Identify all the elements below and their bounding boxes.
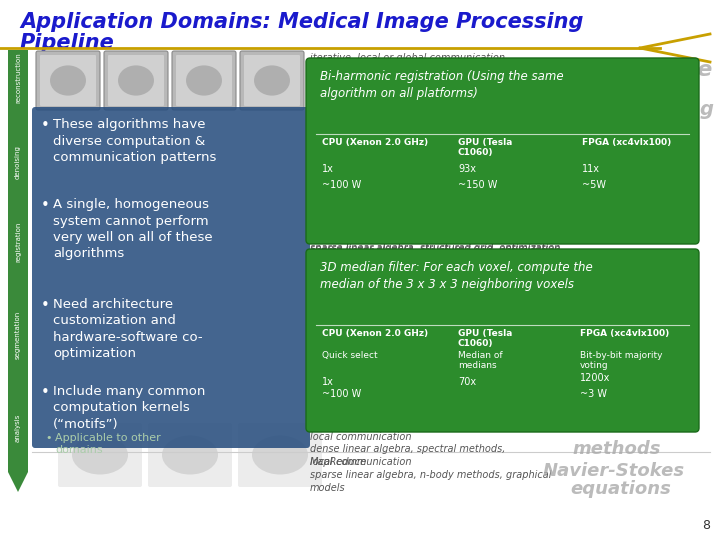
Text: denoising: denoising <box>15 145 21 179</box>
FancyBboxPatch shape <box>148 423 232 487</box>
Text: dense linear algebra, spectral methods,
MapReduce: dense linear algebra, spectral methods, … <box>310 444 505 467</box>
FancyBboxPatch shape <box>244 55 300 106</box>
FancyBboxPatch shape <box>32 107 310 448</box>
Text: Pipeline: Pipeline <box>20 33 114 53</box>
Ellipse shape <box>254 65 290 96</box>
Text: A single, homogeneous
system cannot perform
very well on all of these
algorithms: A single, homogeneous system cannot perf… <box>53 198 212 260</box>
Ellipse shape <box>118 65 154 96</box>
Text: 3D median filter: For each voxel, compute the
median of the 3 x 3 x 3 neighborin: 3D median filter: For each voxel, comput… <box>320 261 593 291</box>
Text: m: m <box>600 275 621 294</box>
Ellipse shape <box>50 65 86 96</box>
Text: These algorithms have
diverse computation &
communication patterns: These algorithms have diverse computatio… <box>53 118 217 164</box>
Text: Quick select: Quick select <box>322 351 377 360</box>
Text: 1x: 1x <box>322 377 334 387</box>
Text: segmentation: segmentation <box>15 311 21 359</box>
Text: ~100 W: ~100 W <box>322 389 361 399</box>
Ellipse shape <box>186 65 222 96</box>
Text: •: • <box>41 385 50 400</box>
Text: iterative, local or global communication: iterative, local or global communication <box>310 53 505 63</box>
Text: CPU (Xenon 2.0 GHz): CPU (Xenon 2.0 GHz) <box>322 138 428 147</box>
Text: equations: equations <box>570 480 671 498</box>
FancyBboxPatch shape <box>8 50 28 472</box>
FancyBboxPatch shape <box>176 55 232 106</box>
Text: registration: registration <box>15 222 21 262</box>
Text: Include many common
computation kernels
(“motifs”): Include many common computation kernels … <box>53 385 205 431</box>
Text: •: • <box>41 198 50 213</box>
Text: methods: methods <box>578 370 667 388</box>
Text: sparse linear algebra, structured grid, optimization: sparse linear algebra, structured grid, … <box>310 246 560 256</box>
Text: •: • <box>41 118 50 133</box>
FancyBboxPatch shape <box>306 58 699 244</box>
Text: Applicable to other
domains: Applicable to other domains <box>55 433 161 455</box>
Text: compressive: compressive <box>555 60 712 80</box>
Text: 11x: 11x <box>582 164 600 174</box>
Text: ~3 W: ~3 W <box>580 389 607 399</box>
Text: GPU (Tesla
C1060): GPU (Tesla C1060) <box>458 329 513 348</box>
Text: analysis: analysis <box>15 414 21 442</box>
Text: dense linear algebra, spectral methods,
MapReduce: dense linear algebra, spectral methods, … <box>310 367 505 390</box>
Ellipse shape <box>162 435 218 475</box>
Text: reconstruction: reconstruction <box>15 52 21 103</box>
Text: 93x: 93x <box>458 164 476 174</box>
Ellipse shape <box>252 435 308 475</box>
Text: ~5W: ~5W <box>582 180 606 190</box>
FancyBboxPatch shape <box>238 423 322 487</box>
Text: 1200x: 1200x <box>580 373 611 383</box>
Text: ~100 W: ~100 W <box>322 180 361 190</box>
Text: FPGA (xc4vlx100): FPGA (xc4vlx100) <box>580 329 670 338</box>
Text: sparse linear algebra, structured grid, optimization: sparse linear algebra, structured grid, … <box>310 244 560 254</box>
Text: sparse linear algebra, structured grid, optimization: sparse linear algebra, structured grid, … <box>310 243 560 253</box>
Text: GPU (Tesla
C1060): GPU (Tesla C1060) <box>458 138 513 157</box>
Text: 70x: 70x <box>458 377 476 387</box>
Polygon shape <box>8 472 28 492</box>
FancyBboxPatch shape <box>240 51 304 110</box>
FancyBboxPatch shape <box>108 55 164 106</box>
FancyBboxPatch shape <box>104 51 168 110</box>
Text: al: al <box>590 260 610 279</box>
FancyBboxPatch shape <box>40 55 96 106</box>
Text: FPGA (xc4vlx100): FPGA (xc4vlx100) <box>582 138 671 147</box>
Text: 8: 8 <box>702 519 710 532</box>
Text: local communication: local communication <box>310 432 412 442</box>
FancyBboxPatch shape <box>36 51 100 110</box>
Text: methods: methods <box>572 440 660 458</box>
Text: local communication: local communication <box>310 355 412 365</box>
FancyBboxPatch shape <box>58 423 142 487</box>
Text: ~150 W: ~150 W <box>458 180 498 190</box>
Text: CPU (Xenon 2.0 GHz): CPU (Xenon 2.0 GHz) <box>322 329 428 338</box>
FancyBboxPatch shape <box>172 51 236 110</box>
FancyBboxPatch shape <box>306 249 699 432</box>
Text: 1x: 1x <box>322 164 334 174</box>
Text: •: • <box>41 298 50 313</box>
Text: Application Domains: Medical Image Processing: Application Domains: Medical Image Proce… <box>20 12 583 32</box>
Text: Bi-harmonic registration (Using the same
algorithm on all platforms): Bi-harmonic registration (Using the same… <box>320 70 564 100</box>
Text: sparse linear algebra, structured grid, optimization: sparse linear algebra, structured grid, … <box>310 250 560 260</box>
Text: Median of
medians: Median of medians <box>458 351 503 370</box>
Text: local communication
sparse linear algebra, n-body methods, graphical
models: local communication sparse linear algebr… <box>310 457 552 494</box>
Text: Bit-by-bit majority
voting: Bit-by-bit majority voting <box>580 351 662 370</box>
Text: •: • <box>45 433 52 443</box>
Text: Need architecture
customization and
hardware-software co-
optimization: Need architecture customization and hard… <box>53 298 202 361</box>
Text: g: g <box>700 100 714 119</box>
Ellipse shape <box>72 435 128 475</box>
Text: Navier-Stokes: Navier-Stokes <box>543 462 685 480</box>
